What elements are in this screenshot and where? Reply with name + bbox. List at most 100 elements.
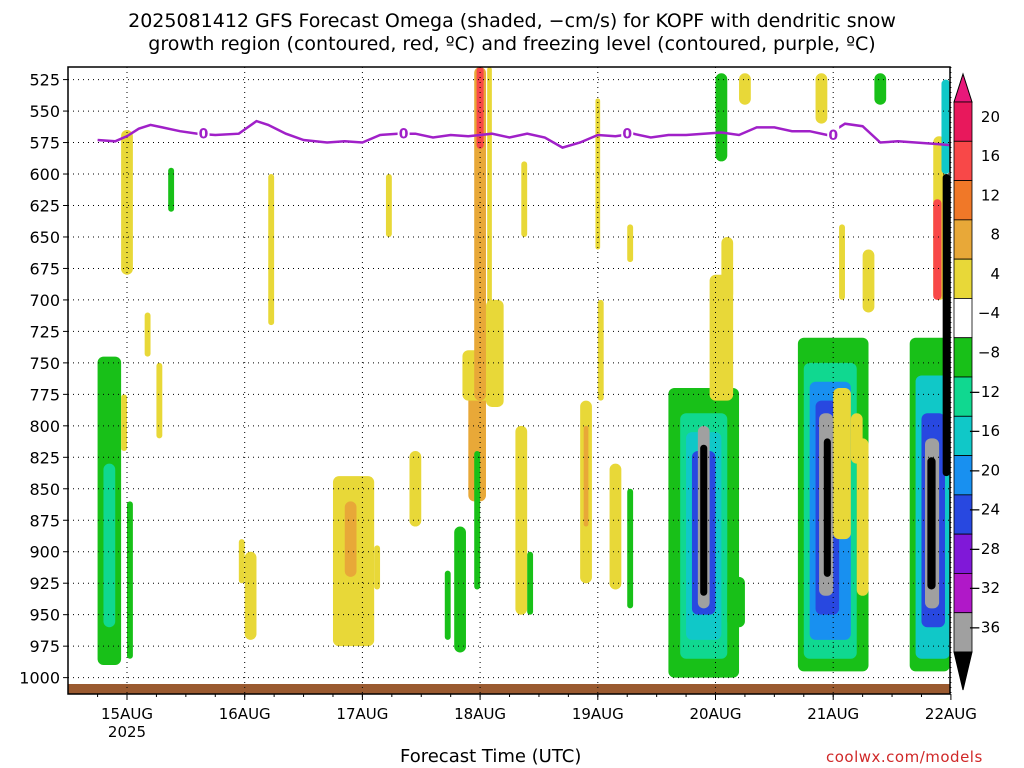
omega-cell-57 (815, 73, 828, 124)
y-tick-label-650: 650 (29, 228, 60, 247)
y-tick-label-625: 625 (29, 196, 60, 215)
omega-cell-27 (527, 551, 534, 615)
colorbar-swatch-3 (953, 219, 973, 260)
y-tick-label-550: 550 (29, 102, 60, 121)
omega-cell-30 (595, 98, 601, 250)
source-credit: coolwx.com/models (826, 748, 983, 766)
omega-cell-18 (474, 67, 486, 401)
y-tick-label-1000: 1000 (19, 669, 60, 688)
colorbar-label-6: −8 (978, 343, 1000, 361)
y-tick-label-875: 875 (29, 511, 60, 530)
omega-cell-43 (721, 236, 734, 300)
omega-cell-5 (144, 312, 151, 357)
freezing-label-bg-0 (197, 124, 210, 141)
omega-cell-23 (454, 526, 466, 653)
colorbar-swatch-0 (953, 101, 973, 142)
y-tick-label-900: 900 (29, 543, 60, 562)
colorbar-swatch-5 (953, 298, 973, 339)
x-tick-label-7: 22AUG (925, 705, 977, 723)
colorbar-label-2: 12 (981, 186, 1000, 204)
x-tick-label-6: 21AUG (807, 705, 859, 723)
x-tick-label-5: 20AUG (690, 705, 742, 723)
x-tick-label-4: 19AUG (572, 705, 624, 723)
omega-cell-20 (487, 67, 492, 351)
colorbar-label-10: −24 (968, 501, 1000, 519)
colorbar-label-11: −28 (968, 540, 1000, 558)
plot-frame (67, 66, 951, 695)
omega-cell-32 (609, 463, 622, 590)
chart-title: 2025081412 GFS Forecast Omega (shaded, −… (128, 10, 896, 55)
y-tick-label-675: 675 (29, 259, 60, 278)
omega-cell-55 (856, 438, 869, 596)
omega-cell-45 (739, 73, 751, 105)
omega-cell-3 (127, 501, 133, 659)
colorbar-swatch-1 (953, 140, 973, 181)
omega-cell-34 (627, 488, 634, 609)
x-tick-label-3: 18AUG (454, 705, 506, 723)
omega-cell-51 (823, 438, 831, 577)
omega-cell-58 (874, 73, 887, 105)
omega-cell-67 (942, 174, 950, 477)
colorbar-label-1: 16 (981, 147, 1000, 165)
omega-cell-8 (238, 539, 245, 584)
y-tick-label-575: 575 (29, 134, 60, 153)
y-tick-label-950: 950 (29, 606, 60, 625)
y-tick-label-825: 825 (29, 448, 60, 467)
y-tick-label-725: 725 (29, 322, 60, 341)
y-tick-label-800: 800 (29, 417, 60, 436)
omega-cell-21 (409, 451, 422, 527)
colorbar-extend-min (953, 651, 973, 691)
x-tick-label-1: 16AUG (219, 705, 271, 723)
freezing-level-labels: 0 0 0 0 (197, 124, 840, 144)
freezing-level-label-3: 0 (828, 128, 838, 144)
colorbar-swatch-2 (953, 180, 973, 221)
y-tick-label-925: 925 (29, 574, 60, 593)
surface-terrain (68, 684, 950, 694)
y-tick-label-850: 850 (29, 480, 60, 499)
freezing-label-bg-3 (827, 125, 840, 142)
omega-cell-24 (474, 451, 481, 590)
omega-cell-6 (156, 362, 163, 439)
omega-cell-25 (515, 425, 528, 615)
omega-shading (97, 67, 950, 678)
omega-cell-26 (521, 161, 528, 237)
omega-cell-12 (344, 501, 357, 577)
omega-cell-42 (709, 274, 734, 401)
colorbar: 20 16 12 8 4 −4 −8 −12 −16 −20 −24 −28 −32 −36 (953, 72, 1000, 691)
colorbar-swatch-6 (953, 337, 973, 378)
x-axis: 15AUG 16AUG 17AUG 18AUG 19AUG 20AUG 21AUG 22AUG… (97, 694, 977, 741)
omega-cell-10 (268, 174, 275, 326)
colorbar-label-4: 4 (990, 265, 1000, 283)
omega-cell-52 (833, 388, 851, 540)
y-tick-label-975: 975 (29, 637, 60, 656)
omega-cell-2 (121, 394, 127, 452)
grid-lines (68, 67, 952, 694)
colorbar-label-0: 20 (981, 108, 1000, 126)
freezing-label-bg-1 (397, 124, 410, 141)
y-tick-label-600: 600 (29, 165, 60, 184)
colorbar-label-7: −12 (968, 383, 1000, 401)
colorbar-label-9: −20 (968, 461, 1000, 479)
omega-cell-65 (933, 199, 942, 300)
omega-cell-15 (468, 375, 486, 502)
y-tick-label-525: 525 (29, 71, 60, 90)
freezing-level-label-0: 0 (199, 127, 209, 143)
colorbar-label-5: −4 (978, 304, 1000, 322)
omega-cell-13 (374, 545, 381, 590)
omega-cell-63 (927, 457, 936, 590)
x-tick-label-2: 17AUG (336, 705, 388, 723)
freezing-level-label-2: 0 (622, 127, 632, 143)
omega-cell-9 (244, 551, 257, 640)
omega-cell-29 (583, 425, 589, 527)
y-tick-label-775: 775 (29, 385, 60, 404)
colorbar-label-13: −36 (968, 618, 1000, 636)
omega-cell-56 (862, 249, 875, 313)
x-year-label: 2025 (108, 723, 146, 741)
x-tick-label-0: 15AUG (101, 705, 153, 723)
omega-cell-1 (103, 463, 116, 628)
omega-cell-7 (168, 167, 175, 212)
y-axis: 525 550 575 600 625 650 675 700 725 750 775 800 825 8… (19, 71, 68, 688)
omega-cell-44 (715, 73, 728, 162)
colorbar-swatch-4 (953, 258, 973, 299)
